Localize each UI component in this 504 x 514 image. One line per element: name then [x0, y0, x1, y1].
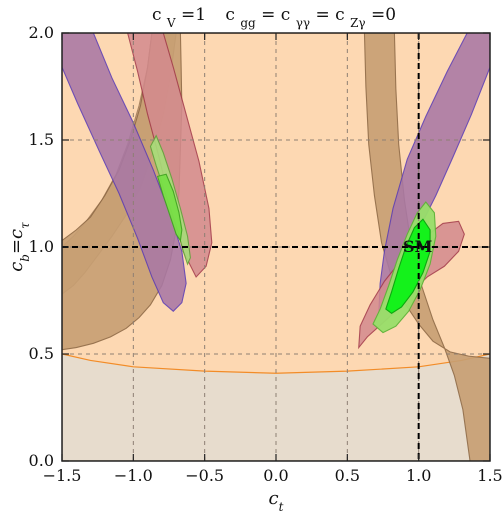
- title-c-v-base: c: [152, 5, 162, 25]
- y-axis-label: cb=cτ: [6, 222, 32, 272]
- title-equals-2: =: [315, 5, 329, 25]
- title-c-gg-base: c: [225, 5, 235, 25]
- x-tick-label-4: 0.5: [335, 466, 360, 485]
- y-tick-label-2: 1.0: [29, 237, 54, 256]
- title-c-zgam-sub: Zγ: [350, 16, 366, 30]
- y-axis-label-tau-sub: τ: [18, 222, 32, 229]
- tick-layer: [61, 32, 491, 462]
- label-layer: −1.5 −1.0 −0.5 0.0 0.5 1.0 1.5 0.0 0.5 1.0 1.5 2.0 c…: [6, 23, 503, 514]
- region-lower-band: [62, 349, 490, 461]
- x-tick-label-3: 0.0: [263, 466, 288, 485]
- region-red-left: [127, 33, 213, 278]
- title-c-v-sub: V: [166, 16, 176, 30]
- title-c-v-equals: =1: [181, 5, 206, 25]
- y-tick-label-3: 1.5: [29, 130, 54, 149]
- x-tick-label-1: −1.0: [114, 466, 153, 485]
- region-green-dark-left: [156, 173, 183, 243]
- title-c-gg-sub: gg: [240, 16, 256, 30]
- x-tick-label-0: −1.5: [43, 466, 82, 485]
- x-tick-label-2: −0.5: [185, 466, 224, 485]
- title-c-gamgam-sub: γγ: [296, 16, 310, 30]
- title-c-gamgam-base: c: [281, 5, 291, 25]
- x-axis-label-sub: t: [279, 500, 284, 514]
- region-purple-left: [62, 33, 187, 312]
- y-axis-label-equals: =: [6, 239, 27, 254]
- reference-lines-layer: [62, 33, 490, 461]
- y-axis-label-c-b: c: [6, 262, 27, 272]
- title-zero: =0: [371, 5, 396, 25]
- y-axis-label-c-tau: c: [6, 229, 27, 239]
- title-c-zgam-base: c: [335, 5, 345, 25]
- sm-point-label: SM: [403, 237, 432, 256]
- x-tick-label-6: 1.5: [477, 466, 502, 485]
- y-tick-label-0: 0.0: [29, 451, 54, 470]
- x-tick-label-5: 1.0: [406, 466, 431, 485]
- x-axis-label: ct: [269, 488, 284, 514]
- y-tick-label-1: 0.5: [29, 344, 54, 363]
- chart-title: c V =1 c gg = c γγ = c Zγ =0: [152, 5, 396, 30]
- y-axis-label-b-sub: b: [18, 254, 32, 262]
- x-axis-label-main: c: [269, 488, 279, 509]
- title-equals-1: =: [261, 5, 275, 25]
- y-tick-label-4: 2.0: [29, 23, 54, 42]
- regions-layer: [62, 33, 490, 461]
